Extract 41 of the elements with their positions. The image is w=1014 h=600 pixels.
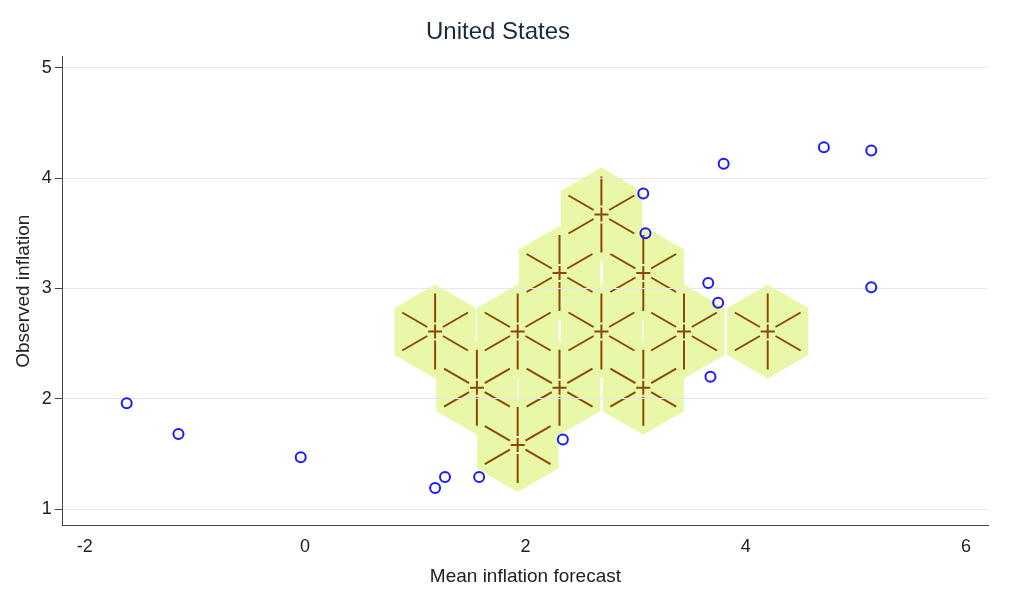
point: [635, 379, 652, 396]
point: [473, 471, 486, 484]
point: [551, 379, 568, 396]
y-axis-title: Observed inflation: [11, 214, 33, 368]
point: [717, 157, 730, 170]
point: [637, 187, 650, 200]
point: [509, 323, 526, 340]
point: [429, 482, 442, 495]
point: [172, 428, 185, 441]
x-tick-label: 0: [300, 536, 311, 557]
point: [509, 437, 526, 454]
point: [294, 451, 307, 464]
point: [439, 471, 451, 484]
point: [817, 141, 830, 154]
point: [635, 265, 652, 281]
point: [759, 323, 776, 340]
point: [704, 370, 717, 383]
point: [712, 296, 725, 309]
point: [702, 276, 715, 289]
y-tick-label: 1: [41, 498, 52, 519]
point: [120, 397, 133, 410]
point: [865, 144, 878, 157]
y-tick-label: 3: [41, 277, 52, 298]
chart-title: United States: [425, 17, 571, 45]
point: [427, 323, 444, 340]
point: [551, 265, 568, 281]
y-tick-label: 4: [41, 167, 52, 188]
point: [468, 379, 485, 396]
x-tick-label: -2: [76, 536, 93, 557]
x-axis-title: Mean inflation forecast: [429, 564, 622, 586]
point: [865, 281, 878, 294]
y-tick-label: 2: [41, 387, 52, 408]
x-tick-label: 4: [740, 536, 751, 557]
x-tick-label: 6: [960, 536, 971, 557]
y-tick-label: 5: [41, 56, 52, 77]
point: [593, 206, 610, 223]
point: [676, 323, 693, 340]
x-tick-label: 2: [520, 536, 531, 557]
point: [639, 227, 652, 240]
point: [593, 323, 610, 340]
point: [556, 433, 569, 446]
